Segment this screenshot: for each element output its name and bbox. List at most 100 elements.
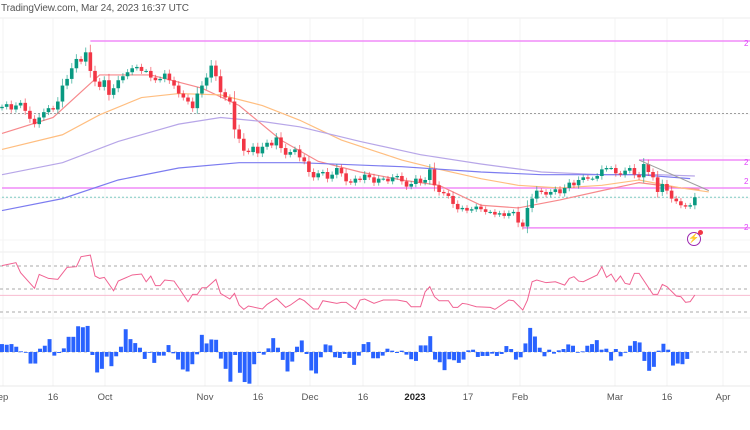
candle-body (130, 68, 134, 73)
histogram-bar (276, 347, 280, 352)
histogram-bar (299, 340, 304, 352)
histogram-bar (637, 342, 642, 352)
histogram-bar (380, 352, 385, 356)
candle-body (190, 101, 195, 109)
histogram-bar (442, 352, 447, 371)
histogram-bar (494, 352, 499, 356)
candle-body (237, 129, 241, 139)
candle-body (637, 174, 641, 178)
candle-body (176, 85, 181, 94)
candle-body (139, 66, 144, 71)
candle-body (460, 207, 465, 210)
candle-body (618, 173, 623, 175)
candle-body (302, 157, 307, 162)
histogram-bar (290, 352, 295, 362)
histogram-bar (133, 343, 138, 352)
price-scale-label: 2 (744, 158, 749, 167)
histogram-bar (333, 352, 338, 358)
chart-source-title: TradingView.com, Mar 24, 2023 16:37 UTC (1, 3, 189, 14)
price-scale-label: 2 (744, 177, 749, 186)
histogram-bar (447, 352, 452, 360)
candle-body (348, 181, 353, 183)
x-tick-label: Oct (97, 392, 113, 403)
candle-body (311, 172, 316, 178)
histogram-bar (556, 350, 561, 352)
histogram-bar (461, 352, 466, 360)
candle-body (83, 52, 88, 62)
histogram-bar (371, 352, 376, 359)
histogram-bar (342, 352, 347, 354)
candle-body (493, 211, 497, 215)
candle-body (665, 183, 669, 191)
histogram-bar (104, 352, 109, 357)
candle-body (135, 66, 139, 69)
histogram-bar (542, 352, 547, 357)
histogram-bar (499, 352, 504, 354)
histogram-bar (309, 352, 314, 371)
histogram-bar (180, 352, 185, 370)
candle-body (655, 177, 660, 192)
candle-body (214, 65, 218, 77)
candle-body (418, 178, 423, 183)
candle-body (390, 177, 395, 182)
candle-body (414, 178, 418, 184)
candle-body (293, 149, 297, 153)
histogram-bar (99, 352, 104, 369)
candle-body (186, 97, 190, 102)
candle-body (14, 105, 18, 110)
histogram-bar (318, 352, 323, 358)
histogram-bar (613, 349, 618, 352)
candle-body (358, 178, 362, 180)
candle-body (232, 101, 237, 130)
candle-body (265, 142, 269, 147)
candle-body (623, 170, 627, 175)
histogram-bar (675, 352, 680, 364)
histogram-bar (399, 350, 404, 352)
candle-body (107, 80, 111, 95)
candle-body (274, 137, 279, 146)
x-tick-label: Feb (511, 392, 529, 403)
candle-body (144, 70, 148, 72)
candle-body (525, 207, 530, 227)
candle-body (0, 106, 4, 109)
candle-body (60, 85, 65, 102)
candle-body (93, 70, 97, 82)
histogram-bar (80, 327, 85, 352)
x-tick-label: Nov (196, 392, 214, 403)
histogram-bar (352, 352, 357, 365)
histogram-bar (66, 336, 71, 352)
histogram-bar (475, 352, 480, 357)
histogram-bar (214, 339, 219, 352)
lightning-icon[interactable]: ⚡ (687, 230, 703, 246)
candle-body (674, 198, 679, 202)
candle-body (42, 112, 46, 118)
histogram-bar (166, 345, 171, 352)
candle-body (251, 146, 255, 153)
histogram-bar (466, 350, 471, 352)
histogram-bar (228, 352, 233, 382)
histogram-bar (85, 325, 90, 352)
candle-body (69, 68, 74, 79)
candle-body (548, 191, 553, 195)
candle-body (604, 168, 609, 170)
candle-body (511, 211, 516, 214)
candle-body (609, 168, 613, 170)
histogram-bar (571, 345, 575, 352)
histogram-bar (204, 343, 209, 352)
candle-body (4, 104, 9, 107)
candle-body (65, 78, 69, 86)
candle-body (562, 187, 567, 194)
candle-body (595, 176, 599, 179)
histogram-bar (209, 339, 214, 352)
histogram-bar (280, 352, 285, 360)
histogram-bar (575, 352, 580, 353)
histogram-bar (142, 352, 147, 359)
histogram-bar (670, 352, 675, 366)
histogram-bar (390, 350, 395, 352)
histogram-bar (237, 352, 242, 373)
histogram-bar (0, 344, 4, 352)
candle-body (483, 209, 488, 212)
candle-body (37, 117, 41, 125)
histogram-bar (9, 344, 14, 352)
